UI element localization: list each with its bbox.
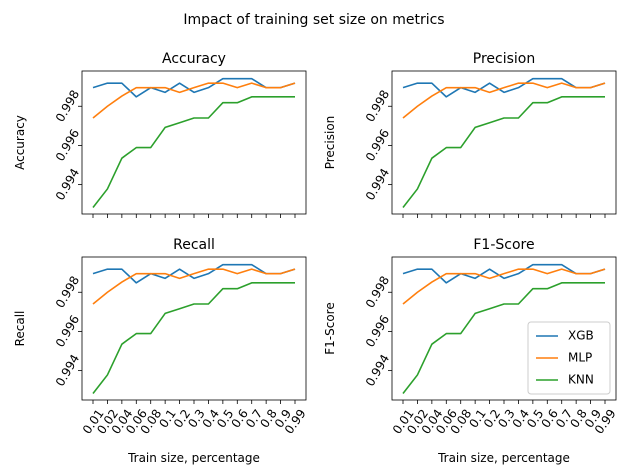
series-line-xgb: [92, 263, 296, 284]
series-line-mlp: [402, 82, 606, 119]
series-line-xgb: [402, 77, 606, 98]
plot-area: [81, 70, 307, 215]
y-axis-label: F1-Score: [323, 302, 337, 354]
y-axis-label: Precision: [323, 116, 337, 170]
subplot-title: Recall: [173, 237, 215, 253]
subplot-title: F1-Score: [473, 237, 534, 253]
subplot-title: Precision: [473, 51, 535, 67]
x-axis-label: Train size, percentage: [127, 451, 260, 465]
legend-label-mlp: MLP: [568, 351, 592, 365]
series-line-xgb: [402, 263, 606, 284]
series-line-xgb: [92, 77, 296, 98]
plot-area: [391, 256, 617, 401]
legend: XGB MLP KNN: [527, 321, 611, 395]
legend-box: [527, 321, 611, 395]
y-axis-label: Recall: [13, 311, 27, 347]
series-line-mlp: [92, 268, 296, 305]
subplot-title: Accuracy: [162, 51, 226, 67]
series-line-knn: [402, 282, 605, 395]
series-line-mlp: [402, 268, 606, 305]
x-axis-label: Train size, percentage: [437, 451, 570, 465]
y-axis-label: Accuracy: [13, 115, 27, 170]
plot-area: [391, 70, 617, 215]
series-line-knn: [92, 96, 295, 209]
legend-label-knn: KNN: [568, 373, 594, 387]
legend-label-xgb: XGB: [568, 329, 594, 343]
plot-area: [81, 256, 307, 401]
series-line-knn: [92, 282, 295, 395]
figure-suptitle: Impact of training set size on metrics: [183, 12, 444, 28]
series-line-mlp: [92, 82, 296, 119]
series-line-knn: [402, 96, 605, 209]
